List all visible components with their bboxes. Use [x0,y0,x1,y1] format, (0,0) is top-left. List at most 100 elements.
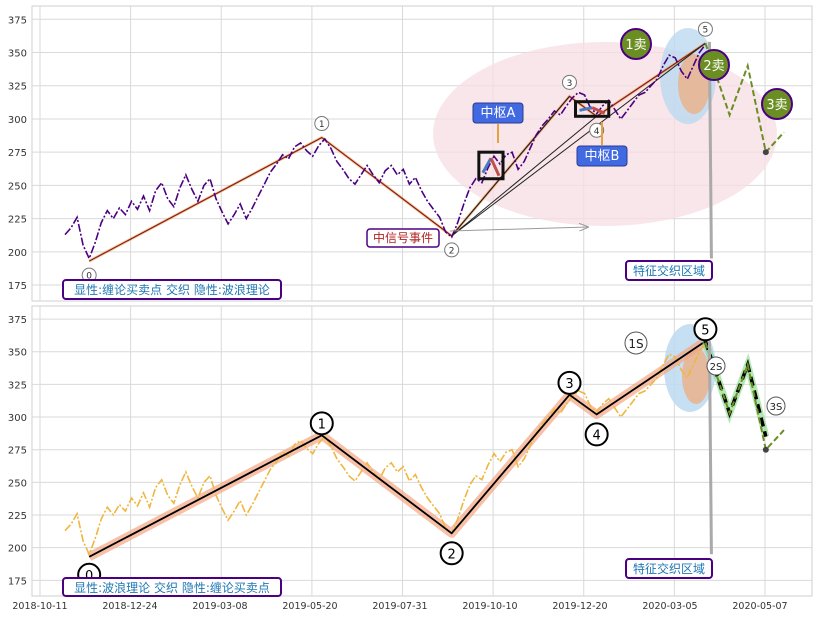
y-tick-label: 225 [8,215,27,226]
event-label: 中信号事件 [373,230,433,245]
y-tick-label: 350 [8,348,27,359]
wave-point-marker [584,422,609,447]
pivot-zag [591,106,606,115]
event-arrow [449,227,588,232]
pivot-b-label-box [576,145,628,167]
top-pivot-boxes [477,100,611,181]
fan-line [451,96,570,237]
wave-point-marker [439,541,464,566]
wave-point-label: 3 [565,377,573,392]
projection-end-dot [762,149,769,156]
x-tick-label: 2020-05-07 [732,601,787,612]
wave-point-label: 3 [567,79,573,89]
wave-point-label: 1 [318,417,326,432]
y-tick-label: 250 [8,478,27,489]
x-tick-label: 2019-10-10 [462,601,517,612]
sell-point-2s-label: 2S [710,362,723,373]
sell-point-3s [766,396,786,416]
fan-line [451,115,597,237]
top-caption: 显性:缠论买卖点 交织 隐性:波浪理论 [74,282,270,297]
wave-point-label: 0 [85,569,93,584]
sell-point-1-label: 1卖 [625,38,646,53]
y-tick-label: 275 [8,446,27,457]
event-label-box [366,228,440,248]
x-tick-label: 2018-12-24 [102,601,157,612]
pivot-a-label: 中枢A [481,106,516,121]
y-tick-label: 225 [8,511,27,522]
projection-line [704,42,785,155]
top-wave-labels: 0 1 2 3 4 5 [81,21,713,283]
y-tick-label: 325 [8,380,27,391]
y-tick-label: 250 [8,181,27,192]
y-tick-label: 175 [8,576,27,587]
wave-point-marker [589,122,605,138]
bottom-caption-box [62,577,282,597]
drop-line [707,341,713,555]
top-caption-box [62,279,282,300]
x-tick-label: 2019-12-20 [552,601,607,612]
sell-point-2s [706,356,726,376]
wave-point-label: 4 [593,428,601,443]
top-panel: 175 200 225 250 275 300 325 350 375 0 1 2 3 4 5 [8,5,813,302]
pivot-box [477,150,505,181]
x-tick-label: 2020-03-05 [642,601,697,612]
wave-point-marker [561,74,577,90]
y-tick-label: 175 [8,281,27,292]
bottom-caption: 显性:波浪理论 交织 隐性:缠论买卖点 [74,580,270,595]
top-y-ticks: 175 200 225 250 275 300 325 350 375 [8,15,27,292]
wave-point-marker [314,116,330,132]
x-tick-label: 2019-07-31 [372,601,427,612]
y-tick-label: 375 [8,315,27,326]
projection-end-dot [762,446,769,453]
sell-point-1s [624,331,648,355]
sell-point-3 [761,88,793,120]
x-tick-label: 2019-03-08 [192,601,247,612]
wave-line [88,340,706,558]
x-tick-label: 2019-05-20 [282,601,337,612]
zone-label-box [625,260,713,281]
bottom-panel: 175 200 225 250 275 300 325 350 375 0 1 2 3 4 5 [8,305,813,597]
pivot-box [574,100,611,118]
y-tick-label: 325 [8,82,27,93]
bottom-zone-label: 特征交织区域 [633,561,705,576]
pivot-a-label-box [472,102,524,124]
y-tick-label: 375 [8,15,27,26]
y-tick-label: 275 [8,148,27,159]
sell-point-2 [698,49,730,81]
wave-point-label: 5 [701,323,709,338]
pivot-zig [579,106,593,112]
sell-point-2-label: 2卖 [703,59,724,74]
sell-point-1 [620,28,652,60]
wave-point-label: 1 [319,120,325,130]
zone-label: 特征交织区域 [633,263,705,278]
fan-line [451,42,706,237]
pivot-zag [489,157,501,177]
wave-point-label: 0 [86,272,92,282]
bottom-peak-zone-inner [682,348,710,404]
wave-point-label: 5 [703,26,709,36]
wave-point-marker [557,370,582,395]
bottom-annotations: 特征交织区域 显性:波浪理论 交织 隐性:缠论买卖点 1S 2S 3S [62,331,786,597]
top-wave-lines [88,41,707,263]
y-tick-label: 200 [8,248,27,259]
x-axis-ticks: 2018-10-11 2018-12-24 2019-03-08 2019-05-20… [12,601,787,612]
wave-point-marker [309,411,334,436]
y-tick-label: 300 [8,115,27,126]
sell-point-1s-label: 1S [628,337,643,351]
y-tick-label: 350 [8,49,27,60]
sell-point-3s-label: 3S [770,402,783,413]
wave-point-marker [693,317,718,342]
pivot-b-label: 中枢B [585,149,620,164]
bottom-projection [704,341,785,555]
projection-line [704,342,785,452]
wave-point-label: 2 [449,246,455,256]
top-annotations: 中信号事件 中枢A 中枢B 1卖 2卖 3卖 特征交织区域 显性:缠论买卖点 交… [62,28,793,300]
sell-point-3-label: 3卖 [766,98,787,113]
pivot-zig [481,157,493,174]
bottom-price-series [64,343,707,557]
y-tick-label: 200 [8,544,27,555]
x-tick-label: 2018-10-11 [12,601,67,612]
price-line [64,343,707,557]
bottom-zone-label-box [625,558,713,579]
